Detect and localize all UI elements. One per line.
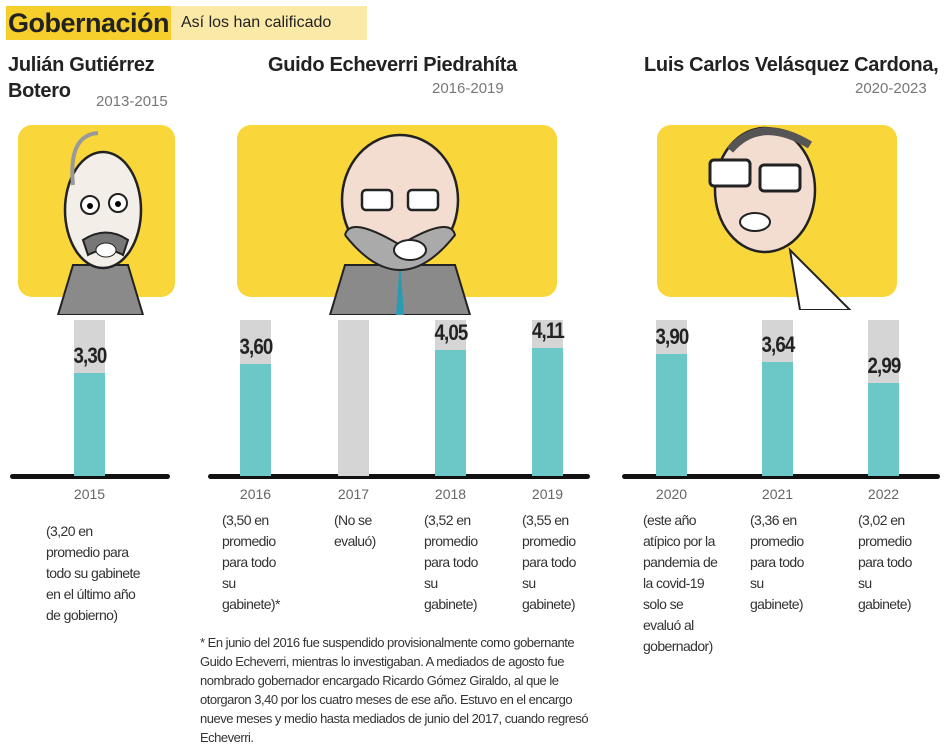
value-label: 4,11	[531, 317, 565, 343]
governor-period-2: 2016-2019	[432, 80, 504, 97]
value-label: 3,64	[760, 332, 795, 358]
year-label: 2022	[867, 486, 900, 502]
year-label: 2016	[239, 486, 272, 502]
bar-fill-2016	[240, 363, 271, 476]
bar-note: (No se evaluó)	[334, 512, 376, 549]
bar-fill-2022	[868, 382, 899, 476]
caricature-gutierrez	[56, 131, 145, 315]
bar-fill-2021	[762, 362, 793, 476]
governor-name-1: Julián Gutiérrez Botero	[8, 54, 155, 102]
bar-2017	[338, 320, 369, 476]
bar-note: (3,36 en promedio para todo su gabinete)	[750, 512, 804, 612]
governor-period-3: 2020-2023	[855, 80, 927, 97]
bar-fill-2019	[532, 347, 563, 476]
value-label: 3,90	[654, 324, 689, 350]
page-title: Gobernación	[6, 6, 178, 40]
bar-fill-2018	[435, 349, 466, 476]
caricature-echeverri	[328, 133, 472, 315]
bar-2022	[868, 320, 899, 476]
year-label: 2021	[761, 486, 794, 502]
caricature-velasquez	[708, 126, 852, 310]
governor-name-3: Luis Carlos Velásquez Cardona,	[644, 54, 939, 76]
bar-2015	[74, 320, 105, 476]
footnote: * En junio del 2016 fue suspendido provi…	[200, 635, 589, 745]
value-label: 3,60	[238, 333, 273, 359]
bar-2020	[656, 320, 687, 476]
bar-2021	[762, 320, 793, 476]
year-label: 2020	[655, 486, 688, 502]
bar-note: (3,02 en promedio para todo su gabinete)	[858, 512, 912, 612]
axis-baseline-1	[10, 474, 170, 479]
year-label: 2017	[337, 486, 370, 502]
bar-2018	[435, 320, 466, 476]
page-subtitle: Así los han calificado	[171, 6, 367, 40]
bar-note: (3,50 en promedio para todo su gabinete)…	[222, 512, 280, 612]
axis-baseline-2	[208, 474, 590, 479]
bar-note: (3,55 en promedio para todo su gabinete)	[522, 512, 576, 612]
bar-fill-2020	[656, 354, 687, 476]
year-label: 2015	[73, 486, 106, 502]
year-label: 2019	[531, 486, 564, 502]
bar-2019	[532, 320, 563, 476]
value-label: 2,99	[866, 352, 901, 378]
year-label: 2018	[434, 486, 467, 502]
bar-2016	[240, 320, 271, 476]
bar-note: (3,52 en promedio para todo su gabinete)	[424, 512, 478, 612]
value-label: 4,05	[433, 319, 468, 345]
governor-name-2: Guido Echeverri Piedrahíta	[268, 54, 517, 76]
bar-fill-2015	[74, 373, 105, 476]
bar-note: (3,20 en promedio para todo su gabinete …	[46, 523, 141, 623]
governor-period-1: 2013-2015	[96, 93, 168, 110]
value-label: 3,30	[72, 343, 107, 369]
axis-baseline-3	[622, 474, 940, 479]
bar-note: (este año atípico por la pandemia de la …	[643, 512, 718, 654]
